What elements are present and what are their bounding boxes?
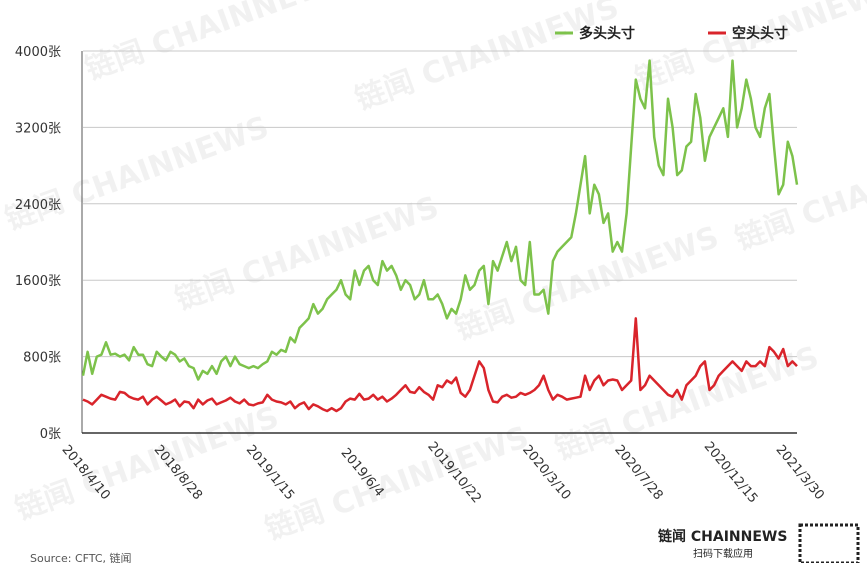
logo-sub: 扫码下载应用: [693, 547, 753, 560]
x-tick-label: 2021/3/30: [773, 442, 827, 503]
watermark: 链闻 CHAINNEWS: [351, 0, 624, 118]
logo: 链闻 CHAINNEWS: [658, 528, 787, 545]
y-tick-label: 1600张: [15, 274, 61, 289]
y-tick-label: 4000张: [15, 45, 61, 60]
legend-label: 多头头寸: [579, 25, 635, 42]
watermark: 链闻 CHAINNEWS: [81, 0, 354, 88]
y-tick-label: 2400张: [15, 198, 61, 213]
legend-label: 空头头寸: [732, 25, 788, 42]
watermark: 链闻 CHAINNEWS: [631, 0, 867, 98]
watermark: 链闻 CHAINNEWS: [11, 400, 284, 528]
watermark: 链闻 CHAINNEWS: [261, 420, 534, 548]
x-tick-label: 2020/7/28: [611, 442, 665, 503]
series-line: [81, 59, 799, 381]
x-tick-label: 2019/1/15: [243, 442, 297, 503]
y-tick-label: 0张: [40, 427, 61, 442]
series-line: [82, 317, 798, 413]
y-tick-label: 3200张: [15, 121, 61, 136]
y-tick-label: 800张: [23, 351, 61, 366]
watermark: 链闻 CHAINNEWS: [171, 190, 444, 318]
qr-code: [798, 523, 860, 563]
watermark: 链闻 CHAINNEWS: [731, 130, 867, 258]
x-tick-label: 2020/12/15: [701, 439, 761, 506]
source: Source: CFTC, 链闻: [30, 551, 132, 563]
